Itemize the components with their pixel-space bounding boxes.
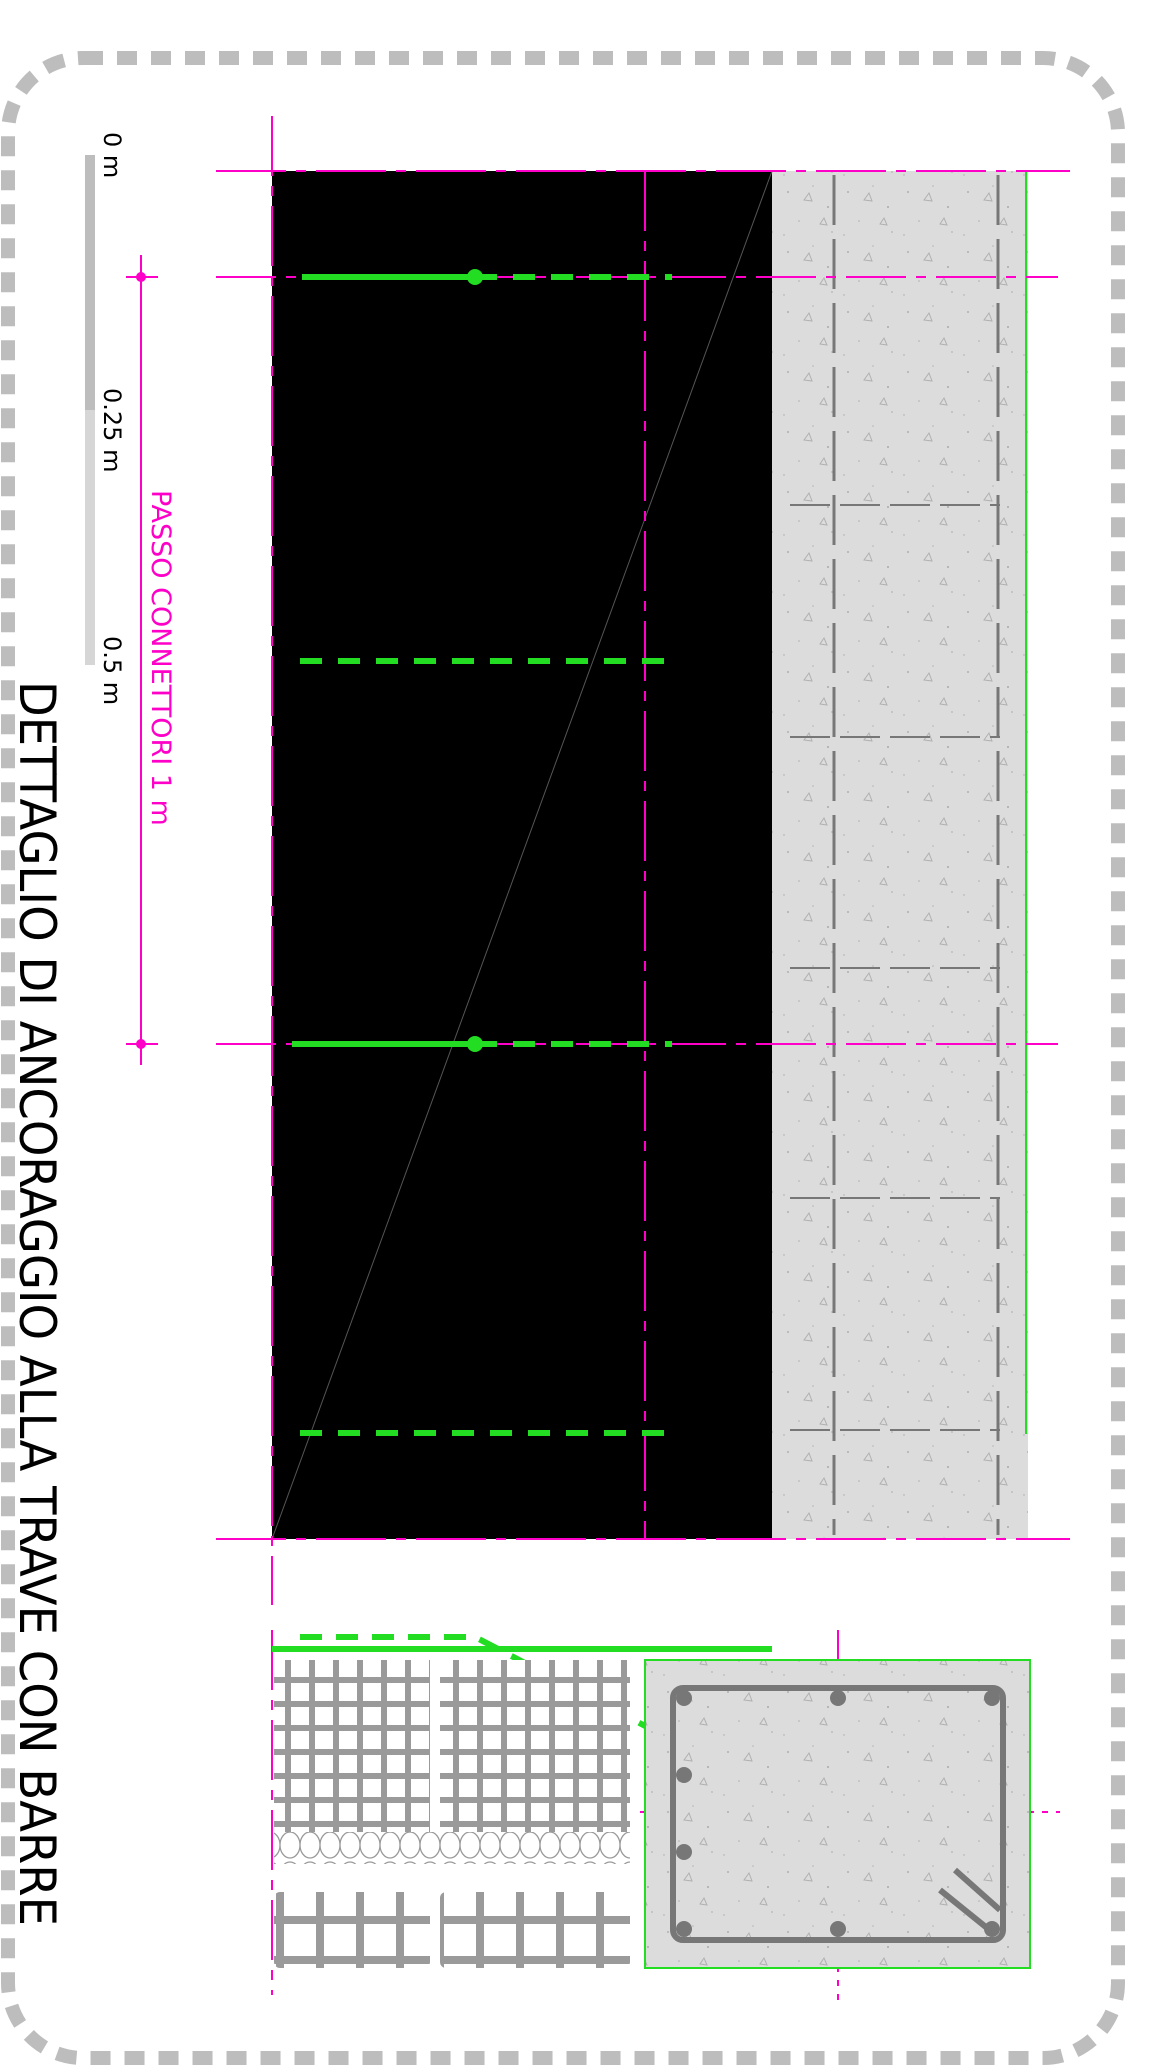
scale-label-025: 0.25 m: [98, 388, 126, 472]
beam-plan: [772, 171, 1028, 1539]
slab-diagonal: [271, 170, 773, 1540]
hollow-brick-left: [274, 1660, 430, 1832]
beam-section: [644, 1659, 1031, 1969]
pitch-dimension: [126, 255, 158, 1065]
lower-brick-left: [274, 1892, 430, 1968]
pitch-label: PASSO CONNETTORI 1 m: [145, 490, 176, 826]
stirrup: [670, 1685, 1006, 1943]
scale-label-0: 0 m: [98, 132, 126, 178]
rebar-dots: [676, 1690, 1000, 1937]
sheet-frame: [1, 51, 1125, 2065]
stirrup-lines: [790, 504, 1000, 1431]
connector-3: [292, 1036, 672, 1052]
insulation-layer: [274, 1832, 630, 1864]
lower-brick-right: [440, 1892, 630, 1968]
hollow-brick-right: [440, 1660, 630, 1832]
connector-1: [302, 269, 672, 285]
stirrup-hook: [938, 1867, 1002, 1935]
drawing-title: DETTAGLIO DI ANCORAGGIO ALLA TRAVE CON B…: [8, 681, 66, 1926]
scale-label-05: 0.5 m: [98, 636, 126, 705]
